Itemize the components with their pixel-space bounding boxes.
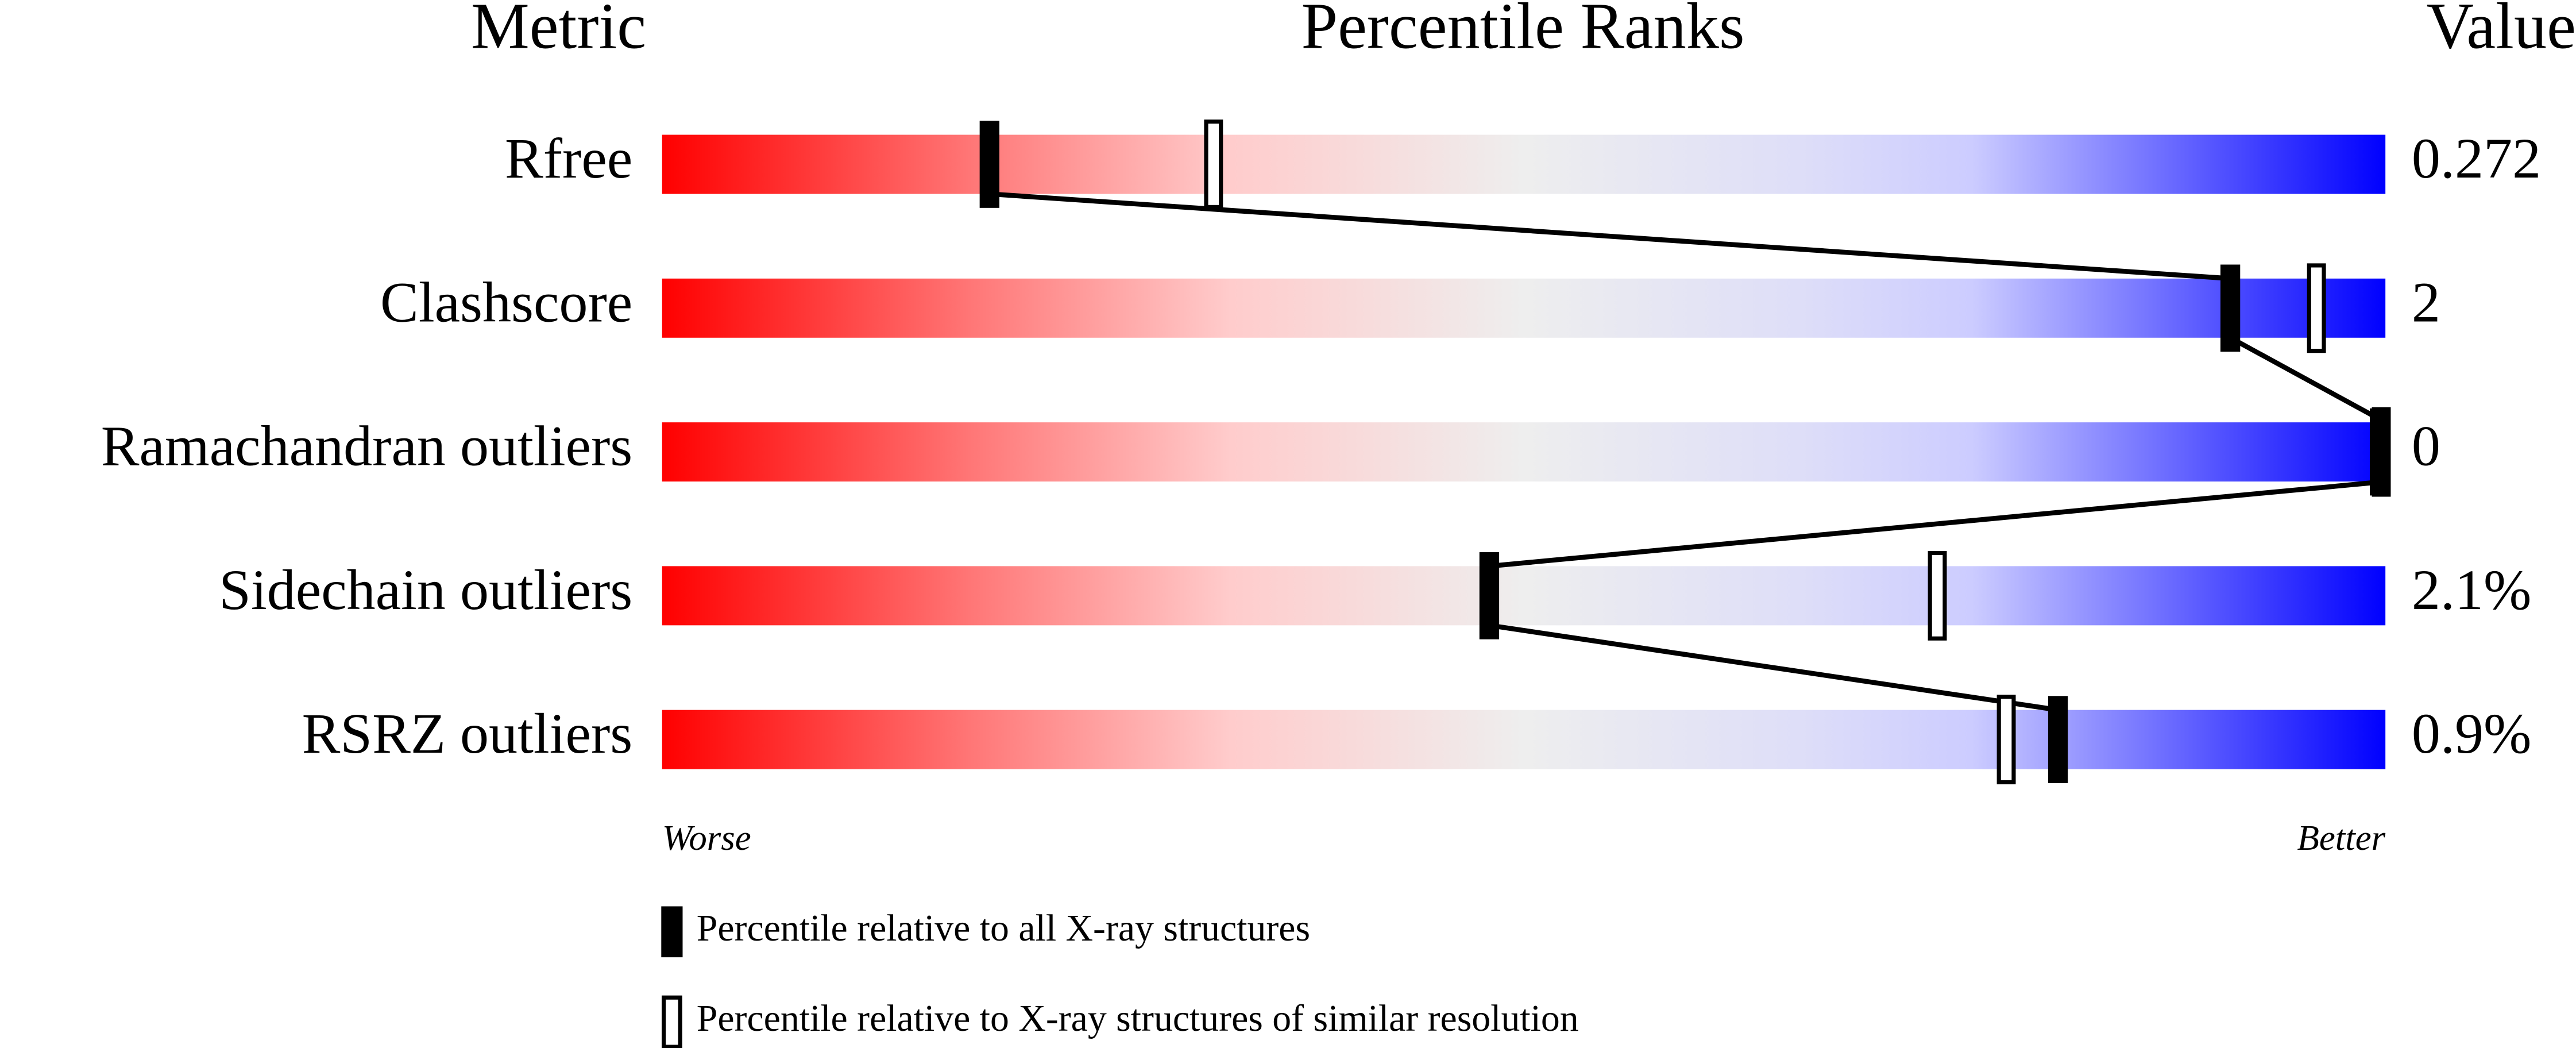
percentile-bar [662,134,2386,194]
percentile-marker-open [2307,263,2326,353]
metric-value: 0 [2412,414,2440,478]
metric-value: 0.9% [2412,702,2532,765]
percentile-marker-filled [2220,264,2241,352]
metric-header: Metric [471,0,646,62]
percentile-header: Percentile Ranks [1301,0,1745,62]
metric-label: Sidechain outliers [219,558,632,622]
percentile-marker-filled [979,121,999,208]
percentile-marker-open [1204,120,1223,209]
percentile-marker-filled [2369,408,2390,496]
percentile-marker-open [1996,695,2016,785]
metric-label: RSRZ outliers [302,702,633,765]
metric-label: Clashscore [380,270,632,334]
metric-label: Rfree [505,126,632,190]
metric-label: Ramachandran outliers [101,414,633,478]
metric-value: 0.272 [2412,126,2541,190]
percentile-bar [662,278,2386,338]
metric-value: 2 [2412,270,2440,334]
percentile-marker-filled [2048,696,2068,783]
legend-swatch [661,906,683,958]
percentile-bar [662,422,2386,482]
value-header: Value [2426,0,2576,62]
percentile-bar [662,566,2386,626]
better-label: Better [2297,818,2385,858]
percentile-bar [662,710,2386,769]
legend-label: Percentile relative to all X-ray structu… [697,907,1310,949]
percentile-marker-open [1928,550,1947,641]
percentile-marker-filled [1479,552,1500,639]
metric-value: 2.1% [2412,558,2532,622]
legend-swatch [662,995,682,1048]
worse-label: Worse [662,818,751,858]
legend-label: Percentile relative to X-ray structures … [697,997,1579,1039]
